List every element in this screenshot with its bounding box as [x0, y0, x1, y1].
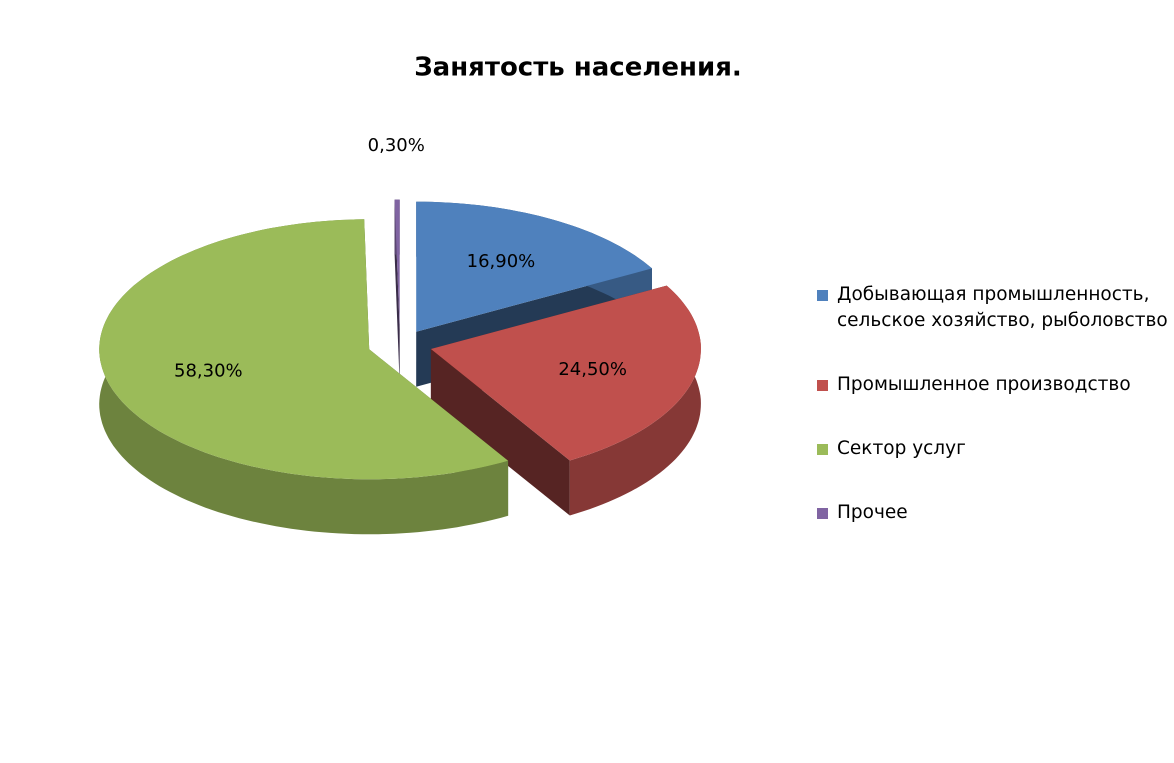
slice [430, 285, 701, 461]
slice [99, 219, 509, 480]
slice [99, 219, 509, 535]
legend-swatch [817, 444, 828, 455]
slice [394, 199, 400, 385]
slice [430, 285, 701, 516]
slice [394, 199, 400, 330]
chart-title: Занятость населения. [414, 53, 742, 83]
legend-item: Добывающая промышленность, сельское хозя… [815, 282, 1170, 334]
legend: Добывающая промышленность, сельское хозя… [815, 282, 1170, 564]
legend-label: Добывающая промышленность, сельское хозя… [837, 284, 1168, 331]
slice-side [430, 349, 570, 516]
legend-label: Прочее [837, 502, 908, 523]
legend-label: Промышленное производство [837, 374, 1131, 395]
legend-swatch [817, 380, 828, 391]
legend-item: Прочее [815, 500, 1170, 526]
value-label: 58,30% [174, 360, 243, 381]
legend-item: Сектор услуг [815, 436, 1170, 462]
value-label: 16,90% [467, 251, 536, 272]
pie [99, 199, 701, 535]
legend-item: Промышленное производство [815, 372, 1170, 398]
legend-swatch [817, 290, 828, 301]
slice-side [569, 285, 701, 516]
legend-swatch [817, 508, 828, 519]
value-label: 24,50% [558, 359, 627, 380]
value-label: 0,30% [368, 135, 425, 156]
legend-label: Сектор услуг [837, 438, 966, 459]
slice [416, 201, 652, 332]
